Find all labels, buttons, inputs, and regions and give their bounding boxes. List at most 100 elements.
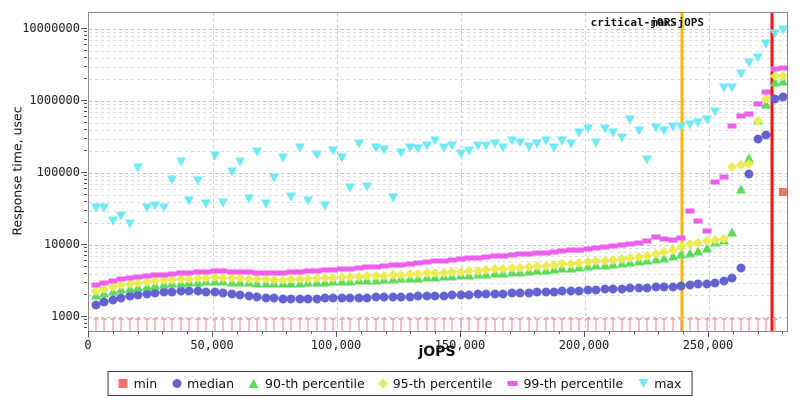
median-point [261,293,271,303]
min-clipped-whisker [670,318,676,331]
y-axis-major-tick [81,244,87,245]
median-point [439,291,449,301]
p95-marker-icon [378,378,389,389]
min-clipped-whisker [492,318,498,331]
min-clipped-whisker [763,318,769,331]
median-point [184,286,194,296]
y-axis-minor-tick [84,65,87,67]
median-point [244,291,254,301]
median-point [91,300,101,310]
max-point [353,139,364,149]
median-point [133,290,143,300]
99-th-percentile-point [176,270,186,276]
x-axis-minor-tick [782,331,784,334]
max-point [218,198,229,208]
median-point [176,286,186,296]
gridline-minor [89,107,787,109]
99-th-percentile-point [235,269,245,275]
min-clipped-whisker [432,318,438,331]
99-th-percentile-point [227,269,237,275]
max-point [744,58,755,68]
y-axis-minor-tick [84,209,87,211]
x-axis-title: jOPS [418,344,456,360]
median-point [456,290,466,300]
min-clipped-whisker [339,318,345,331]
y-axis-minor-tick [84,222,87,224]
99-th-percentile-point [591,245,601,251]
median-point [659,282,669,292]
min-clipped-whisker [237,318,243,331]
99-th-percentile-point [617,242,627,248]
max-point [260,199,271,209]
min-clipped-whisker [576,318,582,331]
min-clipped-whisker [424,318,430,331]
max-point [362,182,373,192]
min-clipped-whisker [772,318,778,331]
min-clipped-whisker [373,318,379,331]
min-clipped-whisker [322,318,328,331]
median-point [744,169,754,179]
max-point [676,122,687,132]
x-axis-minor-tick [187,331,189,334]
99-th-percentile-point [702,228,712,234]
gridline-minor [89,184,787,186]
max-point [625,115,636,125]
max-point [294,143,305,153]
y-axis-major-tick [81,100,87,101]
min-clipped-whisker [551,318,557,331]
min-clipped-whisker [152,318,158,331]
x-axis-minor-tick [236,331,238,334]
median-point [481,289,491,299]
x-axis-minor-tick [608,331,610,334]
min-clipped-whisker [161,318,167,331]
90-th-percentile-point [744,153,755,163]
median-point [710,278,720,288]
median-point [227,289,237,299]
max-point [718,83,729,93]
median-point [99,297,109,307]
max-point [286,192,297,202]
99-th-percentile-point [362,264,372,270]
99-th-percentile-point [770,66,780,72]
median-point [727,273,737,283]
90-th-percentile-point [735,184,746,194]
gridline-major [89,317,787,318]
y-axis-minor-tick [84,137,87,139]
y-tick-label: 100000 [36,165,80,179]
median-point [413,291,423,301]
y-axis-minor-tick [84,121,87,123]
max-point [141,203,152,213]
median-point [252,292,262,302]
min-clipped-whisker [712,318,718,331]
min-clipped-whisker [441,318,447,331]
max-point [701,115,712,125]
99-th-percentile-point [184,270,194,276]
min-clipped-whisker [636,318,642,331]
min-clipped-whisker [93,318,99,331]
min-clipped-whisker [280,318,286,331]
99-th-percentile-point [371,264,381,270]
min-clipped-whisker [695,318,701,331]
99-th-percentile-point [447,257,457,263]
median-point [600,284,610,294]
max-point [387,193,398,203]
99-th-percentile-point [693,218,703,224]
99-th-percentile-point [269,270,279,276]
median-point [345,293,355,303]
median-point [295,294,305,304]
median-point [685,280,695,290]
max-point [175,157,186,167]
median-point [320,293,330,303]
y-axis-minor-tick [84,259,87,261]
p99-marker-icon [507,381,518,386]
99-th-percentile-point [337,266,347,272]
99-th-percentile-point [507,252,517,258]
x-axis-minor-tick [658,331,660,334]
x-axis-minor-tick [435,331,437,334]
median-point [490,289,500,299]
99-th-percentile-point [727,123,737,129]
median-point [507,288,517,298]
legend-item-p95: 95-th percentile [378,376,492,391]
median-point [235,290,245,300]
